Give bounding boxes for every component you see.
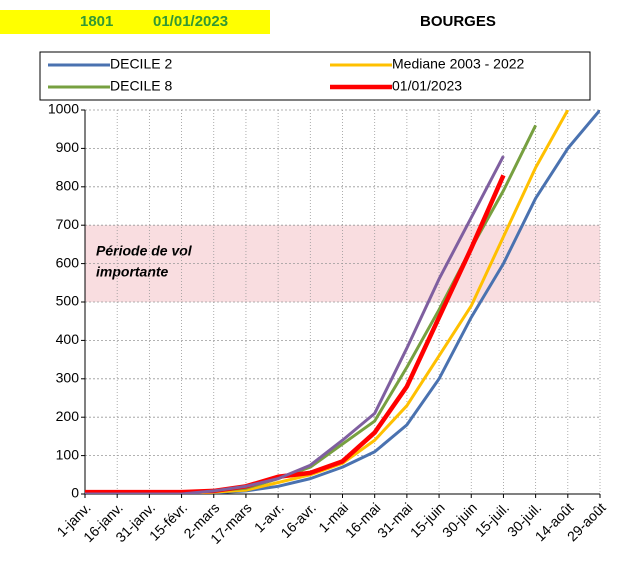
y-tick-label: 800 [56, 178, 80, 194]
series-group [85, 110, 600, 494]
y-tick-label: 700 [56, 216, 80, 232]
band-label: importante [96, 264, 169, 280]
legend-label: DECILE 8 [110, 78, 172, 94]
y-tick-label: 500 [56, 293, 80, 309]
header-station: BOURGES [420, 13, 496, 30]
x-tick-label: 31-mai [374, 499, 416, 541]
y-tick-label: 0 [71, 485, 79, 501]
header-code: 1801 [80, 13, 113, 30]
series-line [85, 110, 600, 494]
y-tick-label: 300 [56, 370, 80, 386]
band-label: Période de vol [96, 243, 193, 259]
y-tick-label: 1000 [48, 101, 79, 117]
series-line [85, 155, 505, 494]
legend-label: 01/01/2023 [392, 78, 462, 94]
y-tick-label: 900 [56, 139, 80, 155]
x-tick-label: 30-juin [439, 499, 480, 540]
y-tick-label: 100 [56, 446, 80, 462]
x-tick-label: 16-mai [342, 499, 384, 541]
legend-label: DECILE 2 [110, 56, 172, 72]
y-tick-label: 600 [56, 254, 80, 270]
y-tick-label: 400 [56, 331, 80, 347]
x-tick-label: 15-juin [407, 499, 448, 540]
y-tick-label: 200 [56, 408, 80, 424]
header-box [0, 10, 270, 34]
legend [39, 51, 591, 101]
series-line [85, 174, 506, 494]
header-date: 01/01/2023 [153, 13, 228, 30]
legend-label: Mediane 2003 - 2022 [392, 56, 525, 72]
x-tick-label: 15-juil. [472, 499, 512, 539]
x-tick-label: 16-avr. [277, 499, 319, 541]
